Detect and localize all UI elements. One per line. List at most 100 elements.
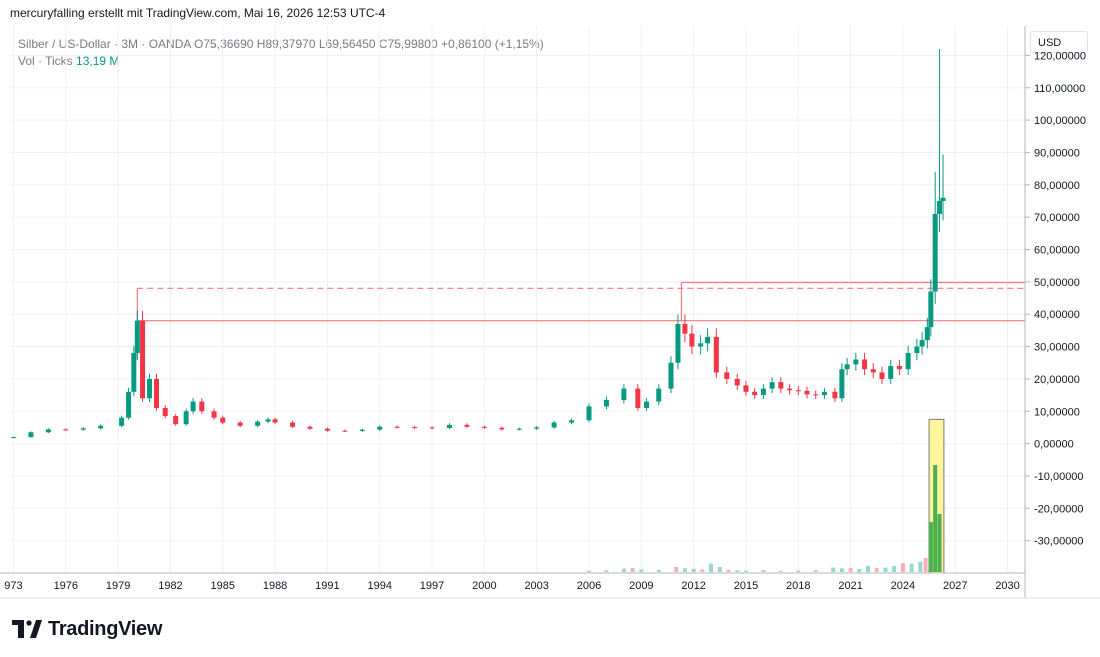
tradingview-logo[interactable]: TradingView	[12, 617, 162, 641]
candle-body	[795, 390, 801, 392]
y-tick-label: 40,00000	[1034, 309, 1080, 321]
volume-bar	[639, 569, 644, 572]
candle-body	[255, 421, 261, 426]
volume-bar	[682, 568, 687, 572]
candle-body	[862, 359, 868, 370]
x-tick-label: 1979	[106, 580, 130, 592]
candle-body	[481, 426, 487, 428]
volume-bar	[621, 568, 626, 572]
candle-body	[499, 427, 505, 430]
volume-value: 13,19 M	[76, 54, 120, 68]
candle-body	[63, 429, 69, 431]
candle-body	[705, 336, 711, 344]
y-tick-label: -30,00000	[1034, 536, 1084, 548]
volume-bar-highlight	[928, 522, 933, 572]
candle-body	[743, 385, 749, 392]
x-tick-label: 2003	[524, 580, 548, 592]
candle-body	[682, 323, 688, 334]
candle-body	[290, 422, 296, 427]
candle-body	[586, 406, 592, 421]
volume-bar	[709, 563, 714, 572]
candle-body	[813, 394, 819, 396]
x-tick-label: 2021	[838, 580, 862, 592]
x-tick-label: 2024	[891, 580, 915, 592]
x-tick-label: 2030	[995, 580, 1019, 592]
candle-body	[870, 369, 876, 373]
candle-body	[446, 424, 452, 429]
currency-button[interactable]: USD	[1030, 31, 1088, 53]
close-value: C75,99800	[378, 37, 438, 51]
candle-body	[937, 200, 943, 214]
candle-body	[734, 378, 740, 386]
candle-body	[839, 369, 845, 399]
x-tick-label: 1991	[315, 580, 339, 592]
y-axis: 120,00000 110,00000 100,00000 90,00000 80,00…	[1024, 26, 1086, 598]
volume-bar	[691, 568, 696, 572]
candle-body	[832, 391, 838, 399]
candle-body	[516, 428, 522, 430]
candle-body	[10, 437, 16, 439]
volume-bar	[918, 562, 923, 572]
candle-body	[183, 411, 189, 425]
candle-body	[140, 320, 146, 399]
y-tick-label: 70,00000	[1034, 212, 1080, 224]
x-tick-label: 1988	[263, 580, 287, 592]
candle-body	[131, 353, 137, 392]
candle-body	[656, 388, 662, 402]
price-candles	[10, 48, 946, 439]
brand-name: TradingView	[48, 617, 163, 640]
volume-row: Vol · Ticks 13,19 M	[18, 53, 544, 70]
y-tick-label: 100,00000	[1034, 115, 1086, 127]
candle-body	[668, 362, 674, 389]
candle-body	[307, 426, 313, 429]
x-tick-label: 2012	[681, 580, 705, 592]
candle-body	[464, 424, 470, 427]
candle-body	[919, 340, 925, 347]
y-tick-label: -20,00000	[1034, 503, 1084, 515]
chart-attribution: mercuryfalling erstellt mit TradingView.…	[10, 6, 386, 20]
price-levels	[136, 281, 1025, 360]
candle-body	[28, 432, 34, 438]
candle-body	[153, 378, 159, 409]
symbol-name[interactable]: Silber / US-Dollar · 3M · OANDA	[18, 37, 191, 51]
volume-bar	[674, 567, 679, 572]
y-tick-label: 110,00000	[1034, 83, 1085, 95]
y-tick-label: 80,00000	[1034, 180, 1080, 192]
candle-body	[603, 399, 609, 407]
candle-body	[940, 197, 946, 201]
candle-body	[342, 430, 348, 432]
candle-body	[644, 401, 650, 409]
candle-body	[134, 320, 140, 354]
open-value: O75,36690	[194, 37, 254, 51]
x-tick-label: 1994	[367, 580, 391, 592]
volume-bar	[883, 567, 888, 572]
volume-bar	[604, 570, 609, 572]
candle-body	[713, 336, 719, 373]
candle-body	[675, 323, 681, 363]
candle-body	[324, 428, 330, 431]
candle-body	[412, 427, 418, 429]
candle-body	[551, 422, 557, 428]
candle-body	[162, 408, 168, 417]
low-value: L69,56450	[318, 37, 376, 51]
volume-label[interactable]: Vol · Ticks	[18, 54, 73, 68]
volume-bar-highlight	[933, 465, 938, 572]
candle-body	[220, 417, 226, 423]
candle-body	[879, 372, 885, 379]
candle-body	[359, 429, 365, 431]
high-value: H89,37970	[256, 37, 316, 51]
price-chart[interactable]: 120,00000 110,00000 100,00000 90,00000 80,00…	[0, 26, 1100, 606]
candle-body	[394, 426, 400, 428]
volume-bar	[831, 567, 836, 572]
candle-body	[377, 426, 383, 430]
volume-bar	[813, 570, 818, 572]
volume-bars	[587, 465, 942, 572]
candle-body	[804, 390, 810, 395]
y-tick-label: 90,00000	[1034, 147, 1080, 159]
symbol-legend: Silber / US-Dollar · 3M · OANDA O75,3669…	[18, 36, 544, 70]
y-tick-label: 10,00000	[1034, 406, 1080, 418]
candle-body	[211, 411, 217, 418]
volume-bar	[848, 567, 853, 572]
x-tick-label: 2015	[734, 580, 758, 592]
volume-bar	[923, 558, 928, 572]
